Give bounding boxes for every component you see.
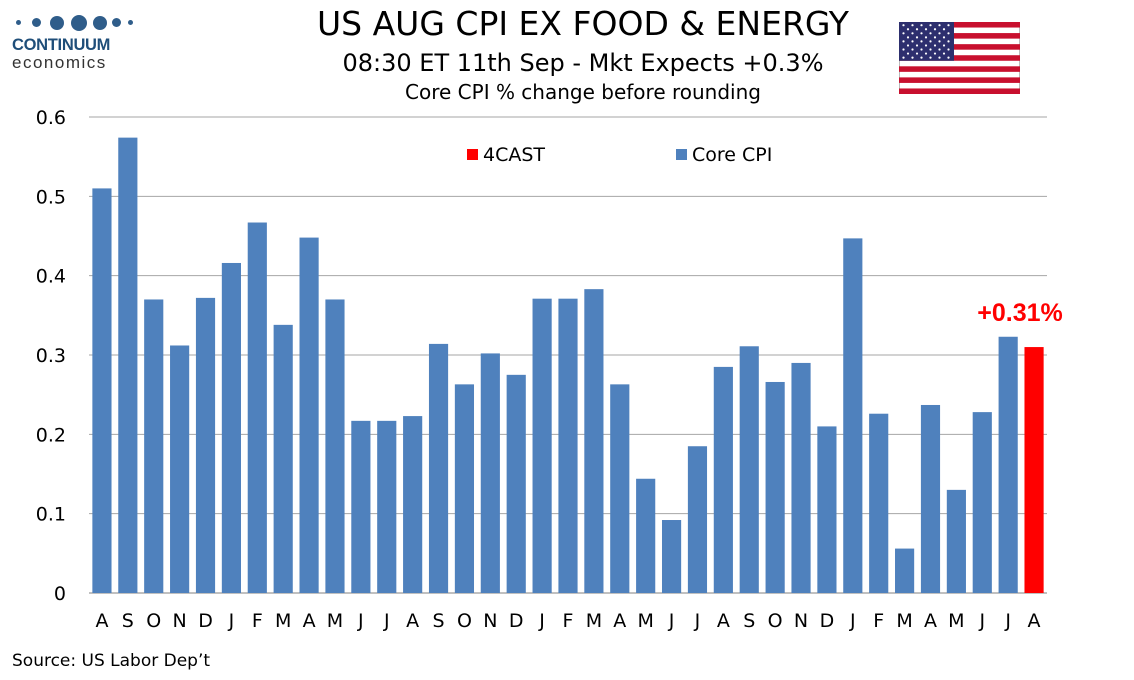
core-cpi-bar [895, 548, 915, 593]
legend-label: 4CAST [483, 144, 545, 166]
forecast-annotation: +0.31% [977, 299, 1063, 327]
us-flag-icon [899, 22, 1020, 94]
y-tick-label: 0.3 [36, 345, 66, 367]
x-tick-label: F [873, 610, 884, 632]
core-cpi-bar [713, 366, 733, 593]
core-cpi-bar [170, 345, 190, 593]
core-cpi-bar [118, 137, 138, 594]
core-cpi-bar [843, 238, 863, 593]
y-tick-label: 0.5 [36, 186, 66, 208]
x-tick-label: S [743, 610, 755, 632]
x-tick-label: J [694, 610, 701, 632]
core-cpi-bar [610, 384, 630, 593]
x-tick-label: M [327, 610, 343, 632]
core-cpi-bar [972, 412, 992, 593]
x-tick-label: M [275, 610, 291, 632]
y-tick-label: 0.6 [36, 107, 66, 129]
core-cpi-bar [998, 336, 1018, 593]
x-tick-label: M [896, 610, 912, 632]
legend-swatch [676, 149, 687, 160]
x-tick-label: S [122, 610, 134, 632]
x-tick-label: J [357, 610, 364, 632]
x-tick-label: F [563, 610, 574, 632]
core-cpi-bar [946, 489, 966, 593]
core-cpi-bar [351, 420, 371, 593]
x-tick-label: J [383, 610, 390, 632]
logo-dots-icon [12, 14, 137, 32]
legend-label: Core CPI [692, 144, 772, 166]
y-tick-label: 0 [54, 583, 66, 605]
x-tick-label: O [457, 610, 472, 632]
x-tick-label: D [198, 610, 213, 632]
x-tick-label: N [173, 610, 187, 632]
core-cpi-bar [584, 289, 604, 593]
continuum-logo: CONTINUUM economics [12, 14, 137, 73]
x-tick-label: J [538, 610, 545, 632]
core-cpi-bar [765, 381, 785, 593]
x-tick-label: A [303, 610, 316, 632]
logo-subtitle: economics [12, 53, 107, 72]
core-cpi-bar [299, 237, 319, 593]
x-tick-label: O [146, 610, 161, 632]
core-cpi-bar [661, 520, 682, 593]
core-cpi-bar [195, 297, 216, 593]
x-tick-label: J [978, 610, 985, 632]
chart-subtitle: 08:30 ET 11th Sep - Mkt Expects +0.3% [342, 49, 824, 77]
core-cpi-bar [791, 362, 811, 593]
core-cpi-bar [869, 413, 889, 593]
core-cpi-bar [273, 324, 293, 593]
chart-subtitle-2: Core CPI % change before rounding [405, 80, 761, 104]
x-tick-label: A [95, 610, 108, 632]
x-tick-label: M [948, 610, 964, 632]
x-tick-label: N [794, 610, 808, 632]
x-tick-label: A [406, 610, 419, 632]
x-tick-label: S [433, 610, 445, 632]
x-tick-label: J [228, 610, 235, 632]
x-tick-label: J [668, 610, 675, 632]
core-cpi-bar [532, 298, 552, 593]
core-cpi-bar [558, 298, 578, 593]
y-tick-label: 0.4 [36, 266, 66, 288]
core-cpi-bar [144, 299, 164, 593]
x-tick-label: D [820, 610, 835, 632]
logo-name: CONTINUUM [12, 36, 111, 54]
source-note: Source: US Labor Dep’t [12, 651, 211, 671]
core-cpi-bar [247, 222, 267, 593]
core-cpi-bar [428, 343, 449, 593]
chart-title: US AUG CPI EX FOOD & ENERGY [317, 4, 849, 43]
x-tick-label: A [717, 610, 730, 632]
forecast-bar [1024, 347, 1044, 593]
core-cpi-bar [92, 188, 112, 593]
core-cpi-bar [687, 446, 708, 593]
bar-chart: 00.10.20.30.40.50.6A S O N D J F M A M J J A S O N D J F M A… [36, 107, 1063, 632]
x-tick-label: M [637, 610, 653, 632]
x-tick-label: A [1028, 610, 1041, 632]
core-cpi-bar [920, 404, 941, 593]
core-cpi-bar [377, 420, 397, 593]
x-tick-label: O [768, 610, 783, 632]
core-cpi-bar [325, 299, 345, 593]
x-tick-label: D [509, 610, 524, 632]
core-cpi-bar [221, 262, 241, 593]
core-cpi-bar [817, 426, 837, 593]
x-tick-label: A [613, 610, 626, 632]
x-tick-label: F [252, 610, 263, 632]
y-tick-label: 0.2 [36, 424, 66, 446]
core-cpi-bar [636, 478, 656, 593]
core-cpi-bar [506, 374, 526, 593]
legend-swatch [467, 149, 478, 160]
core-cpi-bar [480, 353, 500, 593]
core-cpi-bar [403, 416, 423, 593]
x-tick-label: A [924, 610, 937, 632]
core-cpi-bar [739, 346, 759, 593]
x-tick-label: M [586, 610, 602, 632]
y-tick-label: 0.1 [36, 504, 66, 526]
x-tick-label: N [483, 610, 497, 632]
core-cpi-bar [454, 384, 475, 593]
x-tick-label: J [1004, 610, 1011, 632]
x-tick-label: J [849, 610, 856, 632]
